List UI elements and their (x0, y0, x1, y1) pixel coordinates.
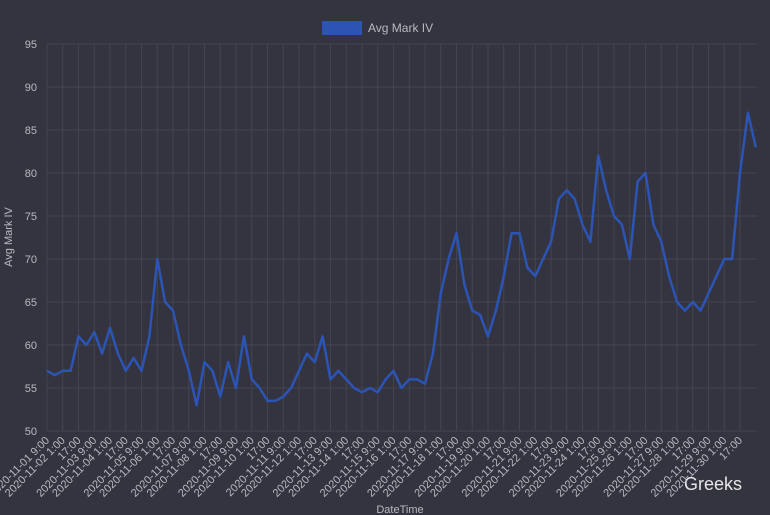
y-tick-label: 75 (25, 211, 37, 223)
y-tick-label: 95 (25, 39, 37, 51)
watermark: Greeks (684, 474, 742, 494)
x-axis-label: DateTime (376, 504, 423, 515)
y-tick-label: 85 (25, 125, 37, 137)
y-tick-label: 70 (25, 254, 37, 266)
legend-swatch (322, 21, 362, 35)
legend-label: Avg Mark IV (368, 21, 433, 35)
y-tick-label: 55 (25, 383, 37, 395)
y-tick-label: 90 (25, 82, 37, 94)
y-tick-label: 50 (25, 426, 37, 438)
y-tick-label: 60 (25, 340, 37, 352)
y-axis-label: Avg Mark IV (3, 206, 15, 266)
y-tick-label: 65 (25, 297, 37, 309)
y-tick-label: 80 (25, 168, 37, 180)
line (46, 111, 758, 407)
